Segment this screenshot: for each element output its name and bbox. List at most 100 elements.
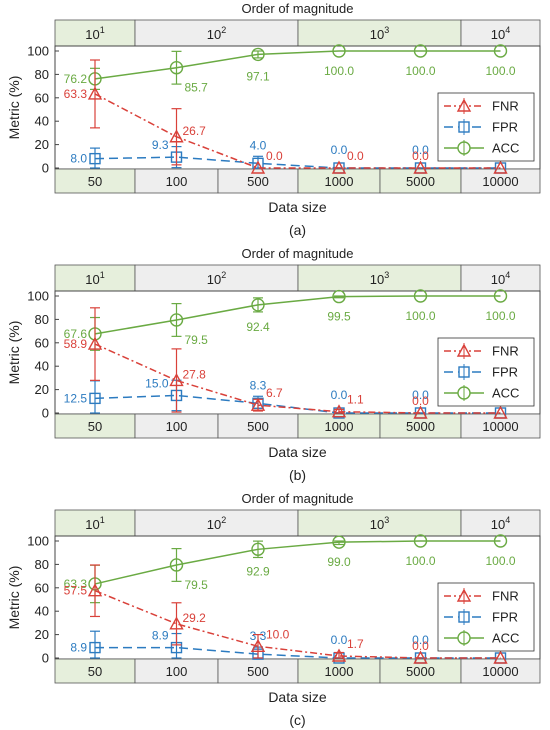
y-tick-label: 100	[27, 289, 49, 304]
x-tick-label: 1000	[325, 419, 354, 434]
data-label-acc: 79.5	[185, 578, 209, 592]
data-point-acc	[169, 313, 184, 327]
data-point-fnr	[413, 650, 428, 664]
data-point-fpr	[89, 392, 101, 405]
x-tick-label: 100	[166, 174, 188, 189]
order-label: 103	[370, 515, 389, 532]
order-band	[134, 264, 299, 292]
data-point-fnr	[169, 616, 184, 630]
x-axis-label: Data size	[268, 689, 327, 705]
order-label: 104	[491, 25, 510, 42]
legend-box	[437, 582, 535, 652]
order-band	[460, 19, 541, 47]
panel-label: (c)	[289, 712, 305, 728]
data-point-fnr	[413, 160, 428, 174]
series-line-acc	[94, 540, 501, 585]
top-axis-title: Order of magnitude	[241, 246, 353, 261]
order-label: 101	[85, 270, 104, 287]
data-point-acc	[493, 44, 508, 58]
data-label-fpr: 8.0	[70, 152, 87, 166]
y-tick-label: 80	[35, 557, 49, 572]
x-tick-label: 100	[166, 664, 188, 679]
data-point-acc	[413, 44, 428, 58]
data-label-acc: 100.0	[324, 64, 354, 78]
chart-panel-3: Order of magnitude 101 102 103 104 0 20 40 60 80 1…	[6, 491, 541, 728]
legend-label-fnr: FNR	[492, 589, 519, 604]
data-label-fnr: 63.3	[64, 87, 88, 101]
data-label-fnr: 6.7	[266, 386, 283, 400]
y-tick-label: 40	[35, 359, 49, 374]
legend: FNR FPR ACC	[437, 92, 535, 162]
data-label-fnr: 0.0	[412, 149, 429, 163]
y-tick-label: 20	[35, 627, 49, 642]
x-tick-label: 50	[88, 174, 102, 189]
legend-box	[437, 92, 535, 162]
x-tick-label: 100	[166, 419, 188, 434]
category-cell	[134, 168, 219, 194]
data-label-acc: 100.0	[485, 64, 515, 78]
order-label: 103	[370, 270, 389, 287]
category-cell	[379, 658, 462, 684]
data-label-fnr: 0.0	[412, 639, 429, 653]
data-point-acc	[251, 542, 265, 557]
data-label-fpr: 9.3	[152, 138, 169, 152]
series-line-fnr	[94, 590, 501, 659]
data-label-acc: 85.7	[185, 81, 209, 95]
data-label-acc: 92.9	[246, 564, 270, 578]
order-label: 103	[370, 25, 389, 42]
data-label-fnr: 29.2	[183, 611, 207, 625]
data-label-acc: 100.0	[405, 309, 435, 323]
data-label-fnr: 0.0	[347, 149, 364, 163]
data-label-acc: 63.3	[64, 577, 88, 591]
data-point-fpr	[89, 152, 101, 165]
legend-label-fpr: FPR	[492, 610, 518, 625]
order-band	[460, 264, 541, 292]
order-band	[54, 264, 136, 292]
legend-label-fpr: FPR	[492, 120, 518, 135]
category-cell	[54, 658, 136, 684]
data-label-fpr: 15.0	[145, 376, 169, 390]
x-tick-label: 500	[247, 419, 269, 434]
data-point-acc	[169, 61, 184, 75]
data-label-fnr: 27.8	[183, 367, 207, 381]
series-line-fnr	[94, 343, 501, 414]
y-tick-label: 40	[35, 604, 49, 619]
data-label-fnr: 1.7	[347, 637, 364, 651]
data-label-fpr: 0.0	[412, 633, 429, 647]
x-axis-label: Data size	[268, 444, 327, 460]
order-label: 104	[491, 270, 510, 287]
data-label-fpr: 0.0	[412, 388, 429, 402]
y-tick-label: 40	[35, 114, 49, 129]
series-line-acc	[94, 50, 501, 80]
x-tick-label: 10000	[482, 419, 518, 434]
order-label: 101	[85, 25, 104, 42]
data-label-fnr: 1.1	[347, 393, 364, 407]
data-point-acc	[332, 289, 346, 304]
data-label-acc: 100.0	[405, 64, 435, 78]
x-tick-label: 50	[88, 419, 102, 434]
category-cell	[217, 413, 299, 439]
y-tick-label: 60	[35, 90, 49, 105]
x-axis-label: Data size	[268, 199, 327, 215]
data-label-fnr: 0.0	[412, 394, 429, 408]
category-cell	[54, 413, 136, 439]
data-label-fnr: 26.7	[183, 124, 207, 138]
data-point-fnr	[169, 129, 184, 143]
y-tick-label: 0	[42, 406, 49, 421]
data-label-fnr: 10.0	[266, 627, 290, 641]
y-tick-label: 20	[35, 137, 49, 152]
y-tick-label: 100	[27, 534, 49, 549]
data-label-fpr: 8.9	[70, 641, 87, 655]
data-label-acc: 100.0	[485, 554, 515, 568]
data-point-acc	[251, 47, 265, 62]
x-tick-label: 5000	[406, 664, 435, 679]
y-tick-label: 0	[42, 651, 49, 666]
chart-panel-1: Order of magnitude 101 102 103 104 0 20 40 60 80 1…	[6, 1, 541, 238]
x-tick-label: 10000	[482, 174, 518, 189]
data-point-fnr	[87, 86, 103, 100]
y-tick-label: 20	[35, 382, 49, 397]
data-point-acc	[332, 44, 346, 58]
y-axis-label: Metric (%)	[6, 566, 22, 630]
legend-label-acc: ACC	[492, 631, 519, 646]
